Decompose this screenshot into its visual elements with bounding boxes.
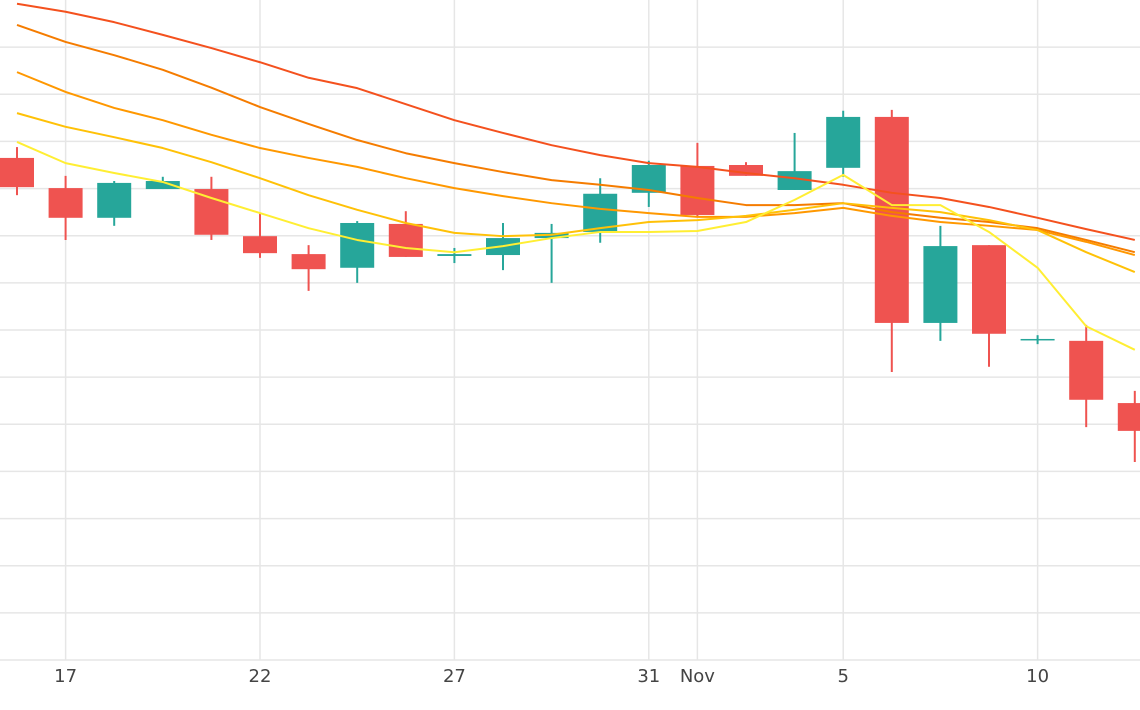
candle-body xyxy=(972,245,1006,334)
candle xyxy=(874,109,909,372)
candle-body xyxy=(1069,340,1104,400)
x-tick-label: 31 xyxy=(637,666,660,687)
candle-body xyxy=(680,165,715,215)
x-tick-label: 17 xyxy=(54,666,77,687)
candle xyxy=(291,245,326,291)
x-tick-label: 10 xyxy=(1026,666,1049,687)
x-tick-label: 22 xyxy=(249,666,272,687)
candle-body xyxy=(1117,403,1140,431)
moving-average-line xyxy=(16,2,1136,241)
candle-body xyxy=(437,254,472,256)
candle xyxy=(680,142,715,217)
candle-body xyxy=(145,181,180,190)
candle-body xyxy=(340,222,375,268)
candle xyxy=(1117,390,1140,462)
candle xyxy=(388,211,423,257)
candle-body xyxy=(874,116,909,323)
candle xyxy=(97,181,132,226)
candle-body xyxy=(1020,338,1055,341)
moving-average-line xyxy=(16,24,1136,254)
x-tick-label: 27 xyxy=(443,666,466,687)
candle xyxy=(1069,324,1104,428)
moving-average-line xyxy=(16,71,1136,257)
candle-body xyxy=(48,188,83,218)
x-tick-label: Nov xyxy=(680,666,715,687)
candle xyxy=(340,221,375,283)
candle xyxy=(48,175,83,240)
candle-body xyxy=(777,171,812,190)
candle-body xyxy=(243,236,277,254)
x-tick-label: 5 xyxy=(837,666,848,687)
candle-body xyxy=(291,254,326,270)
candle-body xyxy=(826,116,861,168)
candle xyxy=(194,176,229,240)
candle xyxy=(972,245,1006,367)
candle xyxy=(631,160,666,207)
candle xyxy=(777,132,812,190)
candle xyxy=(923,225,958,341)
candle-body xyxy=(0,157,34,188)
candle-body xyxy=(583,193,618,232)
candle xyxy=(437,247,472,264)
candle-body xyxy=(194,189,229,235)
candle-body xyxy=(388,223,423,257)
candle xyxy=(1020,335,1055,345)
moving-average-line xyxy=(16,112,1136,273)
candle xyxy=(243,213,277,258)
candle-body xyxy=(97,182,132,218)
candle-body xyxy=(923,246,958,323)
candle-body xyxy=(729,165,763,176)
candle xyxy=(826,110,861,177)
candle xyxy=(0,147,34,196)
moving-average-line xyxy=(16,140,1136,351)
